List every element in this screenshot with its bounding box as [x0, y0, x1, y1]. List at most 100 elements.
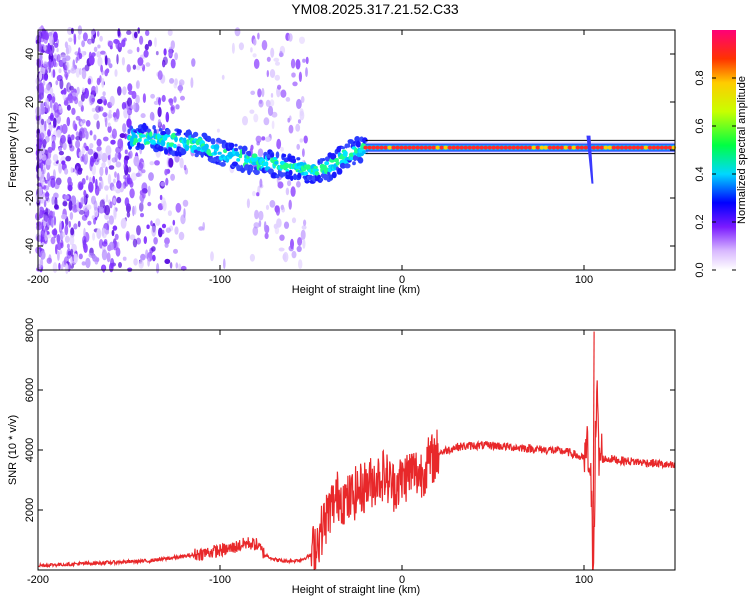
noise-speckle [103, 136, 109, 142]
noise-speckle [97, 44, 101, 49]
signal-blob [233, 147, 239, 152]
noise-speckle [108, 165, 115, 170]
noise-speckle [45, 207, 49, 217]
noise-speckle [287, 180, 292, 187]
noise-speckle [288, 33, 293, 42]
noise-speckle [64, 194, 70, 200]
noise-speckle [81, 119, 86, 124]
noise-speckle [47, 146, 53, 153]
noise-speckle [280, 89, 287, 98]
noise-speckle [93, 46, 98, 52]
carrier-dot [415, 145, 420, 150]
noise-speckle [38, 150, 43, 160]
noise-speckle [132, 238, 138, 248]
noise-speckle [49, 112, 54, 122]
carrier-dot [471, 145, 476, 150]
noise-speckle [152, 254, 156, 262]
signal-blob [274, 161, 279, 165]
noise-speckle [50, 177, 56, 188]
noise-speckle [51, 96, 56, 104]
noise-speckle [136, 80, 140, 89]
noise-speckle [60, 264, 64, 271]
noise-speckle [123, 174, 127, 180]
noise-speckle [50, 236, 56, 245]
noise-speckle [159, 194, 163, 201]
noise-speckle [107, 40, 113, 48]
noise-speckle [117, 86, 122, 96]
noise-speckle [76, 86, 80, 95]
noise-speckle [252, 226, 259, 236]
noise-speckle [114, 171, 117, 178]
y-tick-label: 4000 [24, 438, 36, 462]
noise-speckle [266, 70, 269, 78]
signal-blob [160, 139, 166, 147]
carrier-dot [603, 145, 608, 150]
noise-speckle [113, 209, 117, 220]
noise-speckle [99, 35, 103, 42]
noise-speckle [96, 138, 102, 147]
signal-blob [145, 141, 151, 145]
noise-speckle [116, 180, 122, 189]
noise-speckle [290, 58, 296, 69]
noise-speckle [53, 227, 58, 239]
signal-blob [228, 142, 235, 149]
noise-speckle [85, 257, 91, 269]
x-tick-label: -200 [27, 274, 49, 286]
noise-speckle [275, 61, 280, 66]
noise-speckle [140, 113, 146, 119]
colorbar-label: Normalized spectral amplitude [736, 76, 748, 224]
noise-speckle [101, 162, 106, 168]
noise-speckle [55, 80, 59, 86]
noise-speckle [254, 209, 259, 220]
carrier-dot [427, 145, 432, 150]
noise-speckle [122, 123, 127, 133]
noise-speckle [53, 102, 59, 113]
noise-speckle [87, 220, 92, 226]
noise-speckle [136, 46, 140, 53]
noise-speckle [54, 181, 60, 190]
noise-speckle [157, 70, 163, 81]
carrier-dot [387, 145, 392, 150]
noise-speckle [183, 208, 186, 219]
carrier-dot [655, 145, 661, 150]
noise-speckle [91, 107, 96, 112]
noise-speckle [298, 71, 302, 83]
signal-blob [340, 146, 346, 150]
signal-blob [149, 131, 153, 137]
noise-speckle [183, 164, 187, 171]
noise-speckle [172, 219, 176, 226]
noise-speckle [173, 248, 178, 254]
noise-speckle [82, 153, 85, 163]
noise-speckle [52, 31, 58, 43]
noise-speckle [119, 133, 126, 139]
noise-speckle [75, 56, 78, 64]
noise-speckle [56, 234, 61, 244]
noise-speckle [70, 167, 74, 174]
noise-speckle [130, 104, 135, 109]
noise-speckle [114, 69, 118, 77]
noise-speckle [104, 185, 109, 191]
noise-speckle [135, 65, 141, 71]
noise-speckle [285, 187, 290, 196]
carrier-dot [459, 145, 464, 150]
colorbar-tick-label: 0.4 [694, 166, 706, 181]
noise-speckle [89, 155, 95, 167]
noise-speckle [278, 52, 284, 57]
noise-speckle [115, 161, 122, 168]
noise-speckle [305, 67, 308, 78]
carrier-dot [619, 145, 625, 150]
noise-speckle [297, 119, 302, 124]
noise-speckle [174, 226, 179, 235]
noise-speckle [88, 39, 92, 45]
noise-speckle [264, 232, 269, 240]
noise-speckle [246, 198, 250, 209]
noise-speckle [42, 80, 46, 86]
noise-speckle [82, 32, 88, 42]
carrier-dot [643, 145, 649, 150]
signal-blob [157, 145, 164, 152]
carrier-dot [495, 145, 500, 150]
noise-speckle [147, 257, 151, 267]
noise-speckle [67, 69, 71, 74]
noise-speckle [170, 173, 176, 181]
carrier-dot [567, 145, 572, 150]
